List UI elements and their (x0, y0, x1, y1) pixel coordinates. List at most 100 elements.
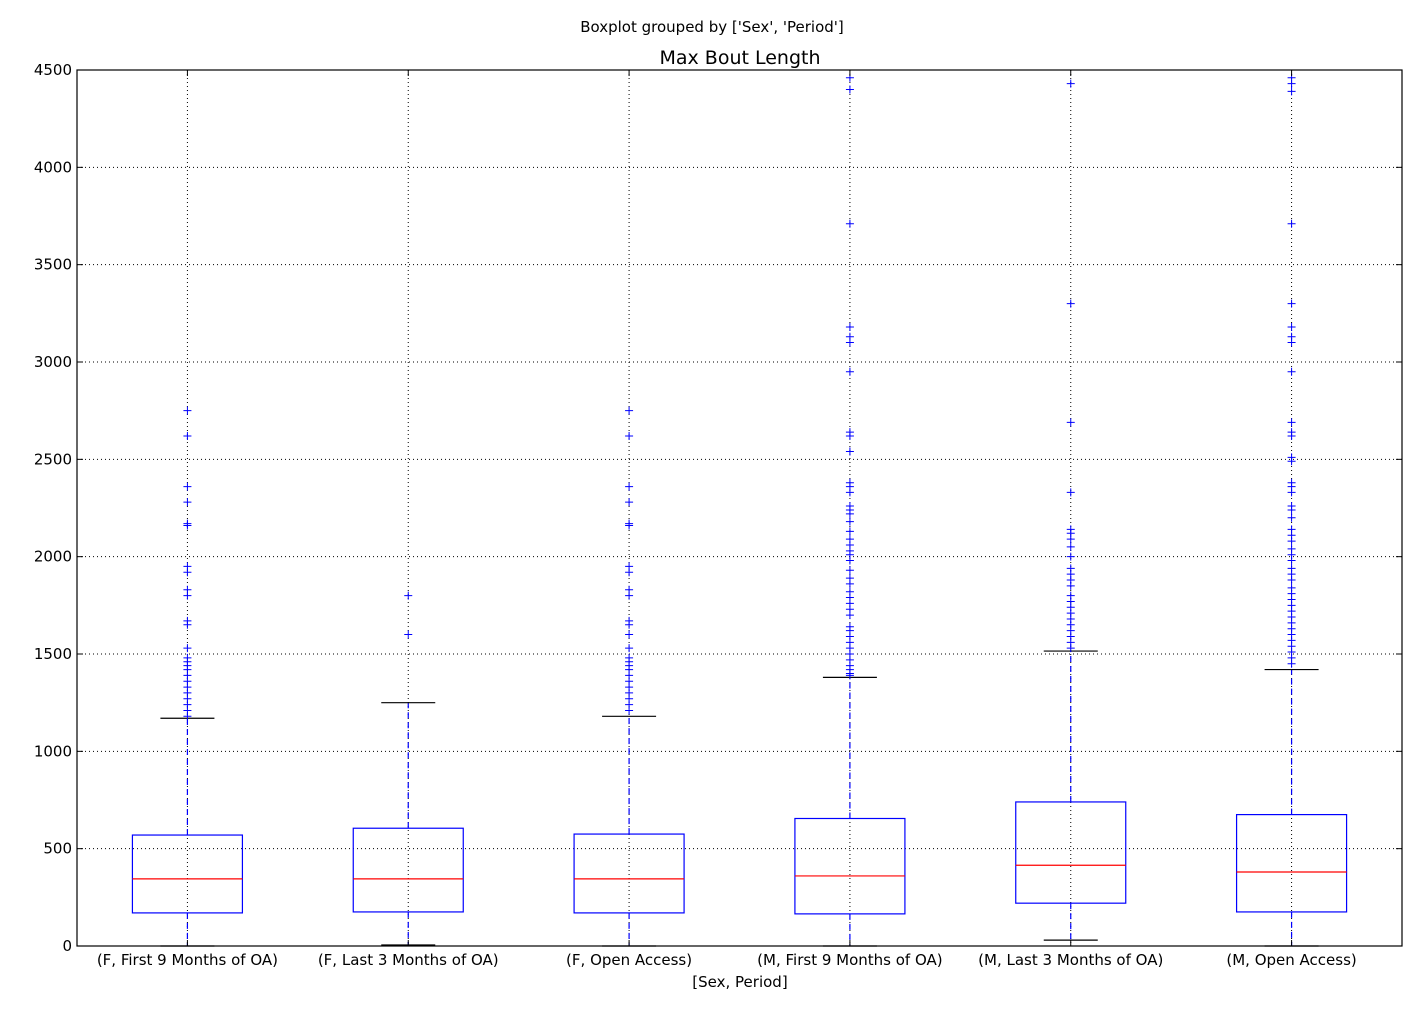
flier-point (1287, 544, 1296, 553)
box-group (1015, 79, 1127, 941)
flier-point (1287, 564, 1296, 573)
flier-point (1066, 542, 1075, 551)
flier-point (1066, 299, 1075, 308)
box (352, 827, 464, 913)
flier-point (845, 478, 854, 487)
flier-point (1287, 525, 1296, 534)
grid-lines (77, 70, 1402, 946)
flier-point (183, 498, 192, 507)
flier-point (183, 644, 192, 653)
flier-point (625, 406, 634, 415)
flier-point (845, 566, 854, 575)
flier-point (1066, 488, 1075, 497)
flier-point (845, 527, 854, 536)
y-tick-label: 2000 (34, 548, 72, 566)
plot-frame (76, 69, 1403, 947)
flier-point (404, 630, 413, 639)
y-tick-label: 3500 (34, 256, 72, 274)
box-group (794, 73, 906, 947)
x-tick-label: (M, First 9 Months of OA) (757, 951, 942, 969)
flier-point (1066, 418, 1075, 427)
flier-point (845, 517, 854, 526)
flier-point (404, 591, 413, 600)
flier-point (845, 322, 854, 331)
box (131, 834, 244, 914)
flier-point (183, 519, 192, 528)
y-tick-label: 4000 (34, 158, 72, 176)
flier-point (845, 587, 854, 596)
box (794, 817, 906, 915)
flier-point (625, 630, 634, 639)
flier-point (625, 482, 634, 491)
flier-point (845, 502, 854, 511)
flier-point (1066, 564, 1075, 573)
flier-point (183, 482, 192, 491)
flier-point (845, 219, 854, 228)
axis-ticks: 0 500 1000 1500 2000 2500 3000 3500 4000 4500 (F, … (34, 61, 1402, 969)
x-tick-label: (F, First 9 Months of OA) (97, 951, 278, 969)
flier-point (845, 85, 854, 94)
flier-point (183, 653, 192, 662)
flier-point (845, 574, 854, 583)
flier-point (1066, 79, 1075, 88)
flier-point (845, 428, 854, 437)
flier-point (625, 498, 634, 507)
flier-point (625, 562, 634, 571)
x-tick-label: (M, Last 3 Months of OA) (978, 951, 1163, 969)
chart-suptitle: Boxplot grouped by ['Sex', 'Period'] (580, 18, 844, 36)
flier-point (183, 406, 192, 415)
flier-point (845, 535, 854, 544)
y-tick-label: 0 (62, 937, 72, 955)
x-tick-label: (F, Open Access) (566, 951, 692, 969)
flier-point (183, 585, 192, 594)
y-tick-label: 1000 (34, 742, 72, 760)
box-group (1235, 73, 1348, 947)
flier-point (183, 431, 192, 440)
flier-point (1287, 478, 1296, 487)
flier-point (625, 644, 634, 653)
box (1235, 813, 1348, 913)
flier-point (845, 367, 854, 376)
flier-point (183, 616, 192, 625)
flier-point (1287, 87, 1296, 96)
flier-point (625, 431, 634, 440)
flier-point (1287, 332, 1296, 341)
y-tick-label: 500 (43, 840, 72, 858)
x-tick-label: (M, Open Access) (1226, 951, 1356, 969)
box (1015, 801, 1127, 904)
box-group (352, 591, 464, 946)
box-layer (131, 73, 1348, 947)
y-tick-label: 3000 (34, 353, 72, 371)
flier-point (845, 622, 854, 631)
flier-point (1287, 513, 1296, 522)
chart-title: Max Bout Length (659, 47, 820, 69)
flier-point (625, 519, 634, 528)
y-tick-label: 4500 (34, 61, 72, 79)
x-tick-label: (F, Last 3 Months of OA) (318, 951, 499, 969)
y-tick-label: 1500 (34, 645, 72, 663)
flier-point (1287, 453, 1296, 462)
flier-point (845, 332, 854, 341)
box-group (131, 406, 244, 947)
flier-point (1287, 418, 1296, 427)
flier-point (845, 447, 854, 456)
flier-point (1066, 552, 1075, 561)
flier-point (1287, 583, 1296, 592)
flier-point (1287, 367, 1296, 376)
box-group (573, 406, 685, 947)
y-tick-label: 2500 (34, 450, 72, 468)
flier-point (1066, 591, 1075, 600)
flier-point (1287, 299, 1296, 308)
flier-point (625, 585, 634, 594)
flier-point (1287, 219, 1296, 228)
flier-point (1066, 525, 1075, 534)
flier-point (625, 616, 634, 625)
flier-point (625, 653, 634, 662)
x-axis-label: [Sex, Period] (692, 973, 787, 991)
flier-point (1287, 322, 1296, 331)
flier-point (1287, 428, 1296, 437)
box (573, 833, 685, 914)
flier-point (183, 562, 192, 571)
flier-point (1287, 502, 1296, 511)
